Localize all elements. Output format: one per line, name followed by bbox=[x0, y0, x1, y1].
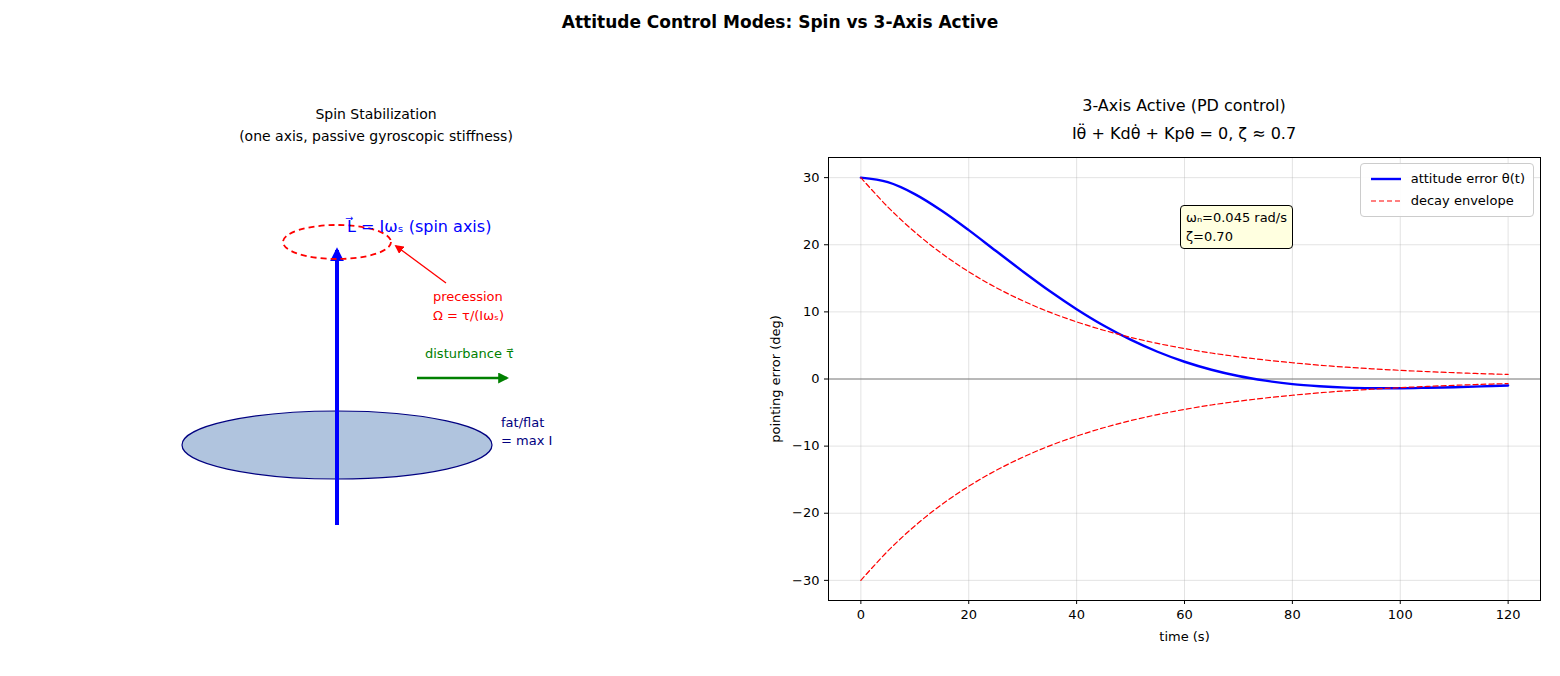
svg-text:30: 30 bbox=[803, 170, 820, 185]
svg-text:disturbance τ⃗: disturbance τ⃗ bbox=[425, 346, 514, 361]
html-text:Spin Stabilization: Spin Stabilization bbox=[315, 106, 437, 122]
svg-text:−10: −10 bbox=[792, 438, 819, 453]
svg-text:= max I: = max I bbox=[501, 433, 552, 448]
html-text:3-Axis Active (PD control): 3-Axis Active (PD control) bbox=[1082, 96, 1286, 115]
html-text:ωₙ=0.045 rad/s: ωₙ=0.045 rad/s bbox=[1186, 210, 1287, 225]
svg-text:100: 100 bbox=[1388, 607, 1413, 622]
html-text:decay envelope: decay envelope bbox=[1410, 193, 1514, 208]
html-text:Attitude Control Modes: Spin v: Attitude Control Modes: Spin vs 3-Axis A… bbox=[561, 12, 999, 32]
svg-text:fat/flat: fat/flat bbox=[501, 415, 544, 430]
svg-text:precession: precession bbox=[433, 289, 503, 304]
svg-text:time (s): time (s) bbox=[1159, 629, 1209, 644]
html-text:ζ=0.70: ζ=0.70 bbox=[1186, 229, 1233, 244]
svg-text:40: 40 bbox=[1068, 607, 1085, 622]
svg-text:−30: −30 bbox=[792, 573, 819, 588]
svg-text:0: 0 bbox=[857, 607, 865, 622]
svg-text:20: 20 bbox=[803, 237, 820, 252]
svg-text:0: 0 bbox=[811, 371, 819, 386]
svg-text:−20: −20 bbox=[792, 505, 819, 520]
html-text:(one axis, passive gyroscopic: (one axis, passive gyroscopic stiffness) bbox=[239, 128, 513, 144]
svg-text:120: 120 bbox=[1496, 607, 1521, 622]
svg-text:Ω = τ/(Iωₛ): Ω = τ/(Iωₛ) bbox=[433, 308, 504, 323]
html-text:Iθ̈ + Kdθ̇ + Kpθ = 0, ζ ≈ 0.7: Iθ̈ + Kdθ̇ + Kpθ = 0, ζ ≈ 0.7 bbox=[1071, 124, 1297, 143]
svg-text:L⃗ = Iωₛ (spin axis): L⃗ = Iωₛ (spin axis) bbox=[345, 216, 491, 236]
html-text:attitude error θ(t): attitude error θ(t) bbox=[1410, 171, 1525, 186]
svg-text:60: 60 bbox=[1176, 607, 1193, 622]
svg-text:10: 10 bbox=[803, 304, 820, 319]
svg-text:pointing error (deg): pointing error (deg) bbox=[768, 315, 783, 443]
svg-text:20: 20 bbox=[960, 607, 977, 622]
svg-text:80: 80 bbox=[1284, 607, 1301, 622]
